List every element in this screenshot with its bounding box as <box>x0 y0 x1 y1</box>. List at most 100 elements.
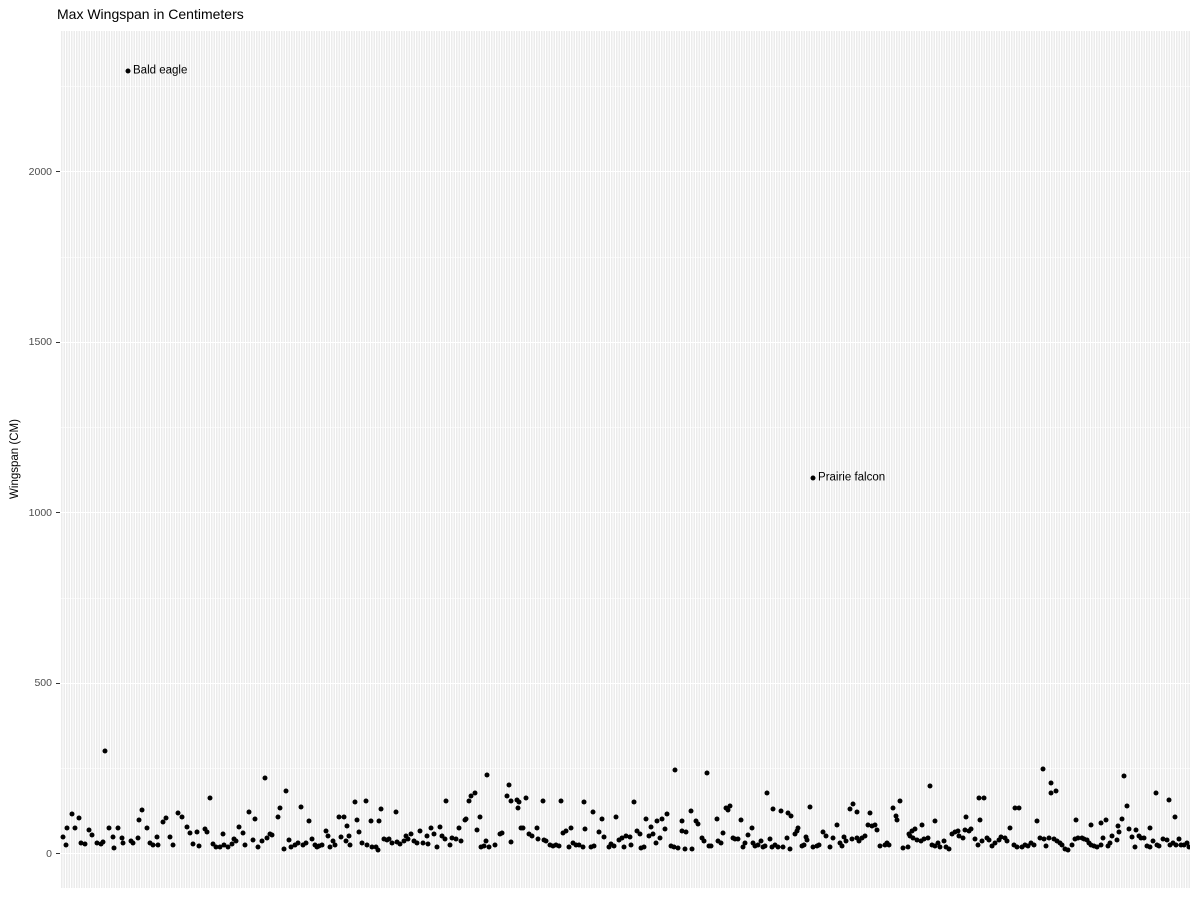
data-point <box>560 830 566 836</box>
data-point <box>468 793 474 799</box>
data-point <box>1121 773 1127 779</box>
data-point <box>1100 835 1106 841</box>
data-point <box>946 846 952 852</box>
data-point <box>720 830 726 836</box>
data-point <box>850 801 856 807</box>
data-point <box>613 814 619 820</box>
data-point <box>303 840 309 846</box>
point-annotation: Prairie falcon <box>818 471 886 484</box>
data-point <box>179 814 185 820</box>
gridline-major <box>60 853 1190 855</box>
data-point <box>1133 827 1139 833</box>
y-tick-mark <box>56 171 60 173</box>
labeled-data-point <box>125 68 131 74</box>
data-point <box>841 834 847 839</box>
data-point <box>283 788 289 794</box>
data-point <box>949 831 955 837</box>
data-point <box>269 832 275 838</box>
data-point <box>255 844 261 850</box>
data-point <box>1147 825 1153 831</box>
data-point <box>683 829 689 835</box>
data-point <box>941 838 947 844</box>
data-point <box>190 841 196 847</box>
data-point <box>856 838 862 844</box>
data-point <box>582 826 588 832</box>
data-point <box>804 837 810 843</box>
data-point <box>932 843 938 849</box>
data-point <box>1119 816 1125 822</box>
data-point <box>1048 780 1054 786</box>
data-point <box>277 805 283 811</box>
data-point <box>1115 823 1121 829</box>
data-point <box>150 842 156 848</box>
data-point <box>397 841 403 847</box>
data-point <box>1150 838 1156 844</box>
data-point <box>672 767 678 773</box>
data-point <box>484 772 490 778</box>
data-point <box>1004 838 1010 844</box>
data-point <box>874 827 880 833</box>
data-point <box>306 818 312 824</box>
data-point <box>623 833 629 839</box>
data-point <box>1141 835 1147 841</box>
data-point <box>581 799 587 805</box>
data-point <box>1025 843 1031 849</box>
data-point <box>1116 829 1122 835</box>
y-tick-label: 1500 <box>28 336 52 349</box>
data-point <box>213 844 219 850</box>
data-point <box>715 838 721 844</box>
data-point <box>356 829 362 835</box>
data-point <box>704 770 710 776</box>
gridline-major <box>60 512 1190 514</box>
data-point <box>286 837 292 843</box>
data-point <box>474 827 480 833</box>
data-point <box>508 839 514 845</box>
data-point <box>599 816 605 822</box>
data-point <box>106 825 112 831</box>
data-point <box>937 844 943 850</box>
data-point <box>784 835 790 841</box>
data-point <box>515 805 521 811</box>
data-point <box>508 798 514 804</box>
data-point <box>758 838 764 844</box>
data-point <box>780 844 786 850</box>
data-point <box>1132 844 1138 850</box>
data-point <box>1031 842 1037 848</box>
data-point <box>699 835 705 841</box>
data-point <box>1147 844 1153 850</box>
data-point <box>1084 837 1090 843</box>
data-point <box>606 844 612 850</box>
data-point <box>447 842 453 848</box>
data-point <box>576 842 582 848</box>
data-point <box>1016 805 1022 811</box>
data-point <box>220 831 226 837</box>
data-point <box>89 832 95 838</box>
data-point <box>570 840 576 846</box>
data-point <box>434 844 440 850</box>
data-point <box>1107 840 1113 846</box>
data-point <box>82 841 88 847</box>
data-point <box>86 827 92 833</box>
data-point <box>210 841 216 847</box>
data-point <box>849 836 855 842</box>
data-point <box>292 842 298 848</box>
data-point <box>563 828 569 834</box>
data-point <box>506 782 512 788</box>
data-point <box>1012 805 1018 811</box>
data-point <box>976 795 982 801</box>
data-point <box>1007 825 1013 831</box>
data-point <box>650 831 656 837</box>
gridline-minor <box>60 768 1190 770</box>
data-point <box>233 838 239 844</box>
data-point <box>909 828 915 834</box>
data-point <box>859 835 865 841</box>
data-point <box>628 842 634 848</box>
data-point <box>344 823 350 829</box>
data-point <box>300 842 306 848</box>
data-point <box>770 806 776 812</box>
data-point <box>611 843 617 849</box>
data-point <box>221 842 227 848</box>
data-point <box>701 838 707 844</box>
data-point <box>659 816 665 822</box>
data-point <box>679 818 684 824</box>
